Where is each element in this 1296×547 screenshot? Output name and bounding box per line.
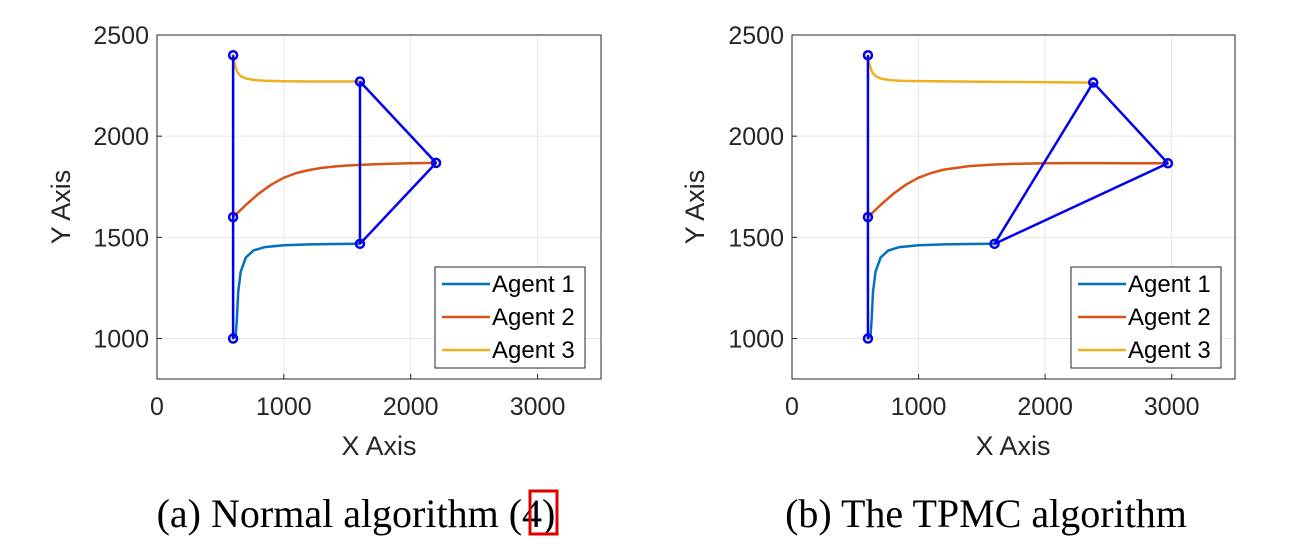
legend-label-a-3: Agent 3 — [492, 337, 575, 364]
legend-label-a-2: Agent 2 — [492, 304, 575, 331]
legend-label-b-2: Agent 2 — [1128, 304, 1211, 331]
x-tick-label-b-1: 1000 — [891, 393, 947, 421]
panel-b: 0 1000 2000 3000 1000 1500 2000 2500 X Axis Y … — [680, 22, 1236, 536]
caption-b: (b) The TPMC algorithm — [785, 491, 1187, 536]
series-line-a-2 — [231, 161, 438, 219]
x-tick-label-a-2: 2000 — [383, 393, 439, 421]
caption-a-ref-highlight — [528, 489, 559, 536]
marker-a-5 — [354, 76, 366, 87]
marker-b-6 — [1162, 158, 1174, 169]
marker-a-6 — [430, 157, 442, 169]
link-line-a-4 — [359, 80, 437, 164]
caption-b-part-1: (b) The TPMC algorithm — [785, 491, 1187, 536]
legend-label-b-1: Agent 1 — [1128, 271, 1211, 298]
y-axis-label-b: Y Axis — [680, 170, 710, 245]
series-line-b-1 — [866, 242, 996, 340]
legend-label-b-3: Agent 3 — [1128, 337, 1211, 364]
x-tick-label-b-3: 3000 — [1144, 393, 1200, 421]
marker-a-3 — [227, 49, 239, 61]
y-tick-label-a-0: 1000 — [93, 326, 149, 354]
x-tick-label-a-3: 3000 — [510, 393, 566, 421]
y-tick-label-a-3: 2500 — [93, 22, 149, 50]
caption-a-part-1: (a) Normal algorithm ( — [157, 491, 522, 536]
series-group-b — [866, 53, 1170, 340]
caption-a: (a) Normal algorithm (4) — [157, 489, 559, 536]
x-ticks-b: 0 1000 2000 3000 — [785, 374, 1200, 421]
x-tick-label-b-0: 0 — [785, 393, 799, 421]
marker-b-2 — [862, 211, 874, 223]
marker-a-2 — [227, 211, 239, 223]
marker-b-4 — [989, 238, 1000, 250]
link-line-b-5 — [993, 162, 1169, 245]
legend-b: Agent 1 Agent 2 Agent 3 — [1070, 266, 1222, 369]
markers-group-a — [227, 49, 442, 344]
marker-b-3 — [862, 49, 874, 61]
y-ticks-a: 1000 1500 2000 2500 — [93, 22, 162, 354]
series-line-a-1 — [231, 242, 362, 340]
y-tick-label-b-3: 2500 — [728, 22, 784, 50]
panel-a: 0 1000 2000 3000 1000 1500 2000 2500 X Axis Y … — [46, 22, 602, 536]
y-tick-label-b-2: 2000 — [728, 123, 784, 151]
series-line-b-2 — [866, 161, 1170, 219]
link-line-a-5 — [359, 162, 437, 245]
marker-b-1 — [862, 333, 874, 344]
y-axis-label-a: Y Axis — [46, 170, 76, 245]
y-tick-label-b-0: 1000 — [728, 326, 784, 354]
x-axis-label-b: X Axis — [975, 431, 1050, 461]
x-ticks-a: 0 1000 2000 3000 — [150, 374, 565, 421]
x-axis-label-a: X Axis — [341, 431, 416, 461]
x-tick-label-a-0: 0 — [150, 393, 164, 421]
marker-a-1 — [227, 333, 239, 344]
series-line-b-3 — [866, 53, 1095, 84]
caption-a-ref[interactable]: 4 — [522, 491, 542, 536]
caption-a-part-2: ) — [542, 491, 555, 536]
markers-group-b — [862, 49, 1174, 344]
link-line-b-4 — [1092, 81, 1169, 165]
caption-a-text: (a) Normal algorithm (4) — [157, 491, 556, 536]
legend-label-a-1: Agent 1 — [492, 271, 575, 298]
series-line-a-3 — [231, 53, 362, 83]
legend-a: Agent 1 Agent 2 Agent 3 — [434, 266, 586, 369]
y-ticks-b: 1000 1500 2000 2500 — [728, 22, 797, 354]
links-group-a — [231, 55, 437, 339]
y-tick-label-a-2: 2000 — [93, 123, 149, 151]
plot-frame-a — [156, 34, 602, 380]
links-group-b — [866, 55, 1169, 339]
marker-a-4 — [354, 238, 366, 250]
plot-frame-b — [791, 34, 1236, 380]
series-group-a — [231, 53, 438, 340]
caption-b-text: (b) The TPMC algorithm — [785, 491, 1187, 536]
marker-b-5 — [1087, 77, 1099, 88]
y-tick-label-a-1: 1500 — [93, 224, 149, 252]
link-line-b-3 — [993, 81, 1095, 245]
x-tick-label-a-1: 1000 — [256, 393, 312, 421]
x-tick-label-b-2: 2000 — [1017, 393, 1073, 421]
y-tick-label-b-1: 1500 — [728, 224, 784, 252]
